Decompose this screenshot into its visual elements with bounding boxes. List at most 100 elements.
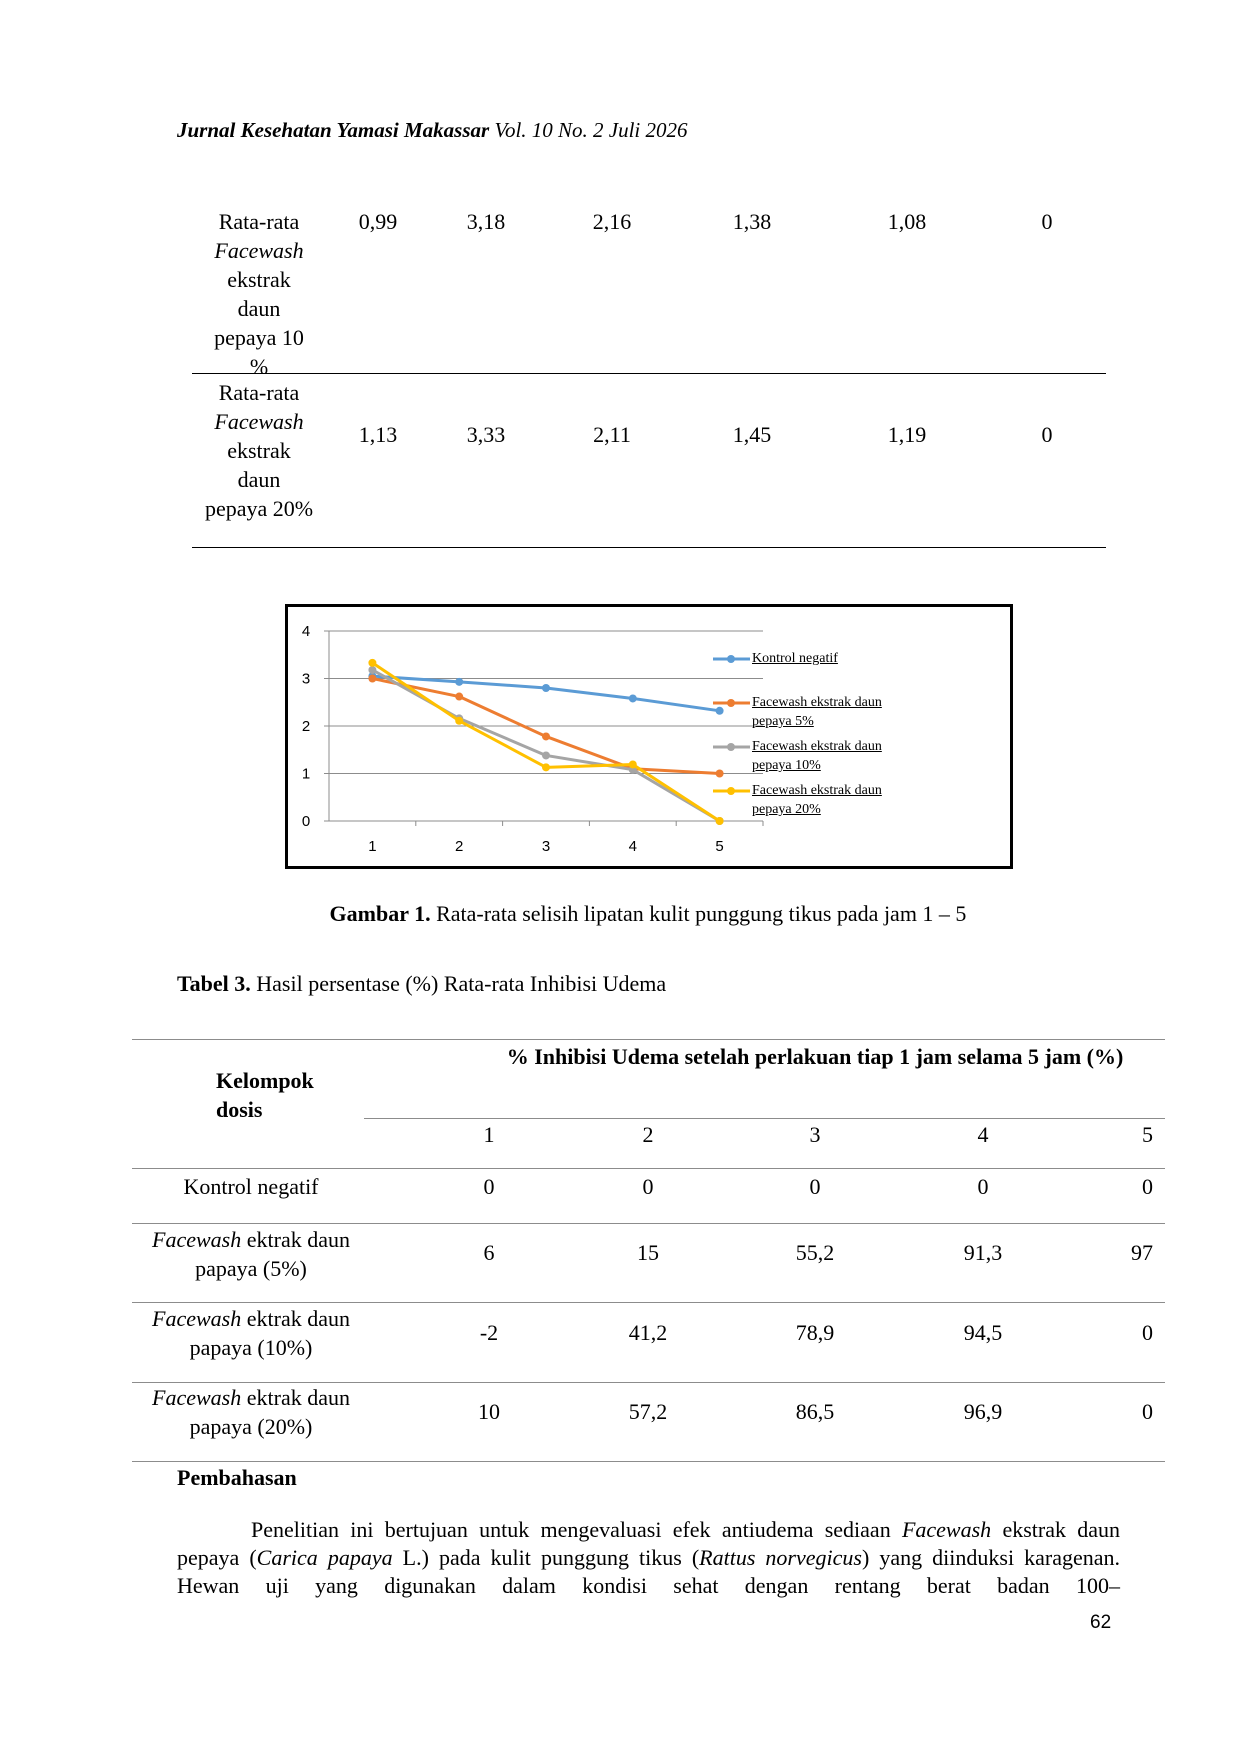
table-cell: 15 (637, 1240, 659, 1265)
table-rule (364, 1118, 1165, 1119)
column-header: 1 (483, 1122, 495, 1147)
table-cell: 0 (642, 1174, 654, 1199)
point (542, 732, 550, 741)
table-cell: 3,33 (466, 422, 506, 447)
text-run: Penelitian ini bertujuan untuk mengevalu… (251, 1517, 902, 1542)
x-tick-label: 5 (715, 838, 723, 855)
row-rule (192, 547, 1106, 548)
table-rule (132, 1168, 1165, 1169)
text-run: ekstrak daun pepaya ( (177, 1517, 1121, 1570)
figure-caption: Gambar 1. Rata-rata selisih lipatan kuli… (0, 901, 1240, 927)
table-cell: 1,19 (887, 422, 927, 447)
label-part: Facewash (214, 238, 304, 263)
text-run: Facewash (901, 1517, 992, 1542)
label-part: ektrak daun papaya (5%) (195, 1227, 350, 1281)
table-rule (132, 1223, 1165, 1224)
label-part: ekstrak daun pepaya 20% (204, 438, 314, 521)
label-part: Facewash (214, 409, 304, 434)
point (455, 692, 464, 701)
column-header: 5 (1142, 1122, 1153, 1147)
text-run: Carica papaya (256, 1545, 393, 1570)
point (628, 760, 637, 769)
table-cell: 41,2 (628, 1320, 668, 1345)
table-cell: 0,99 (358, 209, 398, 234)
y-tick-label: 1 (302, 766, 310, 783)
table-cell: 0 (1041, 209, 1053, 234)
page-number: 62 (1090, 1612, 1112, 1633)
column-header: 2 (642, 1122, 654, 1147)
table-cell: 2,16 (592, 209, 632, 234)
table-cell: 96,9 (963, 1399, 1003, 1424)
table-cell: 0 (1142, 1320, 1153, 1345)
y-tick-label: 0 (302, 813, 310, 830)
label-part: Rata-rata (218, 209, 300, 234)
caption-text: Rata-rata selisih lipatan kulit punggung… (436, 901, 967, 926)
table-cell: 1,13 (358, 422, 398, 447)
point (455, 677, 464, 686)
table-cell: 0 (1142, 1174, 1153, 1199)
point (715, 817, 724, 825)
label-part: Kontrol negatif (183, 1174, 319, 1199)
table-cell: 6 (483, 1240, 495, 1265)
y-tick-label: 4 (302, 623, 310, 640)
legend-swatch (727, 699, 735, 707)
table-rule (132, 1302, 1165, 1303)
row-rule (192, 373, 1106, 374)
point (368, 658, 377, 667)
text-run: L.) pada kulit punggung tikus ( (392, 1545, 700, 1570)
legend-swatch (727, 787, 735, 795)
x-tick-label: 3 (542, 838, 550, 855)
table-cell: 1,45 (732, 422, 772, 447)
x-tick-label: 2 (455, 838, 463, 855)
row-label: Kontrol negatif (131, 1172, 371, 1201)
table-cell: 1,08 (887, 209, 927, 234)
point (368, 674, 377, 683)
table-caption: Tabel 3. Hasil persentase (%) Rata-rata … (177, 971, 666, 997)
point (715, 706, 724, 715)
table-cell: 86,5 (795, 1399, 835, 1424)
label-part: ekstrak daun pepaya 10 % (214, 267, 304, 379)
table-cell: 97 (1131, 1240, 1153, 1265)
y-tick-label: 3 (302, 671, 310, 688)
row-label: Facewash ektrak daun papaya (10%) (131, 1304, 371, 1362)
x-tick-label: 1 (368, 838, 376, 855)
table-cell: 57,2 (628, 1399, 668, 1424)
caption-text: Hasil persentase (%) Rata-rata Inhibisi … (256, 971, 667, 996)
caption-label: Tabel 3. (177, 971, 251, 996)
table-cell: -2 (479, 1320, 499, 1345)
legend-label: Facewash ekstrak daun pepaya 5% (752, 695, 882, 729)
legend-label: Facewash ekstrak daun pepaya 20% (752, 783, 882, 817)
label-part: Facewash (152, 1227, 242, 1252)
table-rule (132, 1461, 1165, 1462)
table-cell: 3,18 (466, 209, 506, 234)
row-label: Facewash ektrak daun papaya (5%) (131, 1225, 371, 1283)
x-tick-label: 4 (629, 838, 637, 855)
table-cell: 2,11 (593, 422, 631, 447)
legend-swatch (727, 655, 735, 663)
point (715, 769, 724, 778)
point (455, 716, 464, 725)
table-cell: 91,3 (963, 1240, 1003, 1265)
section-heading: Pembahasan (177, 1465, 297, 1490)
table-cell: 1,38 (732, 209, 772, 234)
text-run: ) yang diinduksi karagenan. Hewan uji ya… (177, 1545, 1120, 1598)
group-header: Kelompok dosis (216, 1068, 314, 1122)
column-header: 4 (977, 1122, 989, 1147)
point (542, 684, 550, 692)
legend-swatch (727, 743, 735, 751)
journal-issue: Vol. 10 No. 2 Juli 2026 (494, 118, 688, 142)
table-rule (132, 1382, 1165, 1383)
table-cell: 94,5 (963, 1320, 1003, 1345)
text-run: Rattus norvegicus (699, 1545, 862, 1570)
series-line (372, 674, 720, 713)
point (628, 694, 637, 703)
label-part: ektrak daun papaya (20%) (189, 1385, 350, 1439)
table-cell: 78,9 (795, 1320, 835, 1345)
span-header: % Inhibisi Udema setelah perlakuan tiap … (506, 1044, 1124, 1069)
series-line (371, 668, 721, 823)
y-tick-label: 2 (302, 718, 310, 735)
chart-frame: 0 1 2 3 4 1 2 3 4 5 Kontrol negatif Facewash ekstr… (285, 604, 1013, 869)
chart: 0 1 2 3 4 1 2 3 4 5 (302, 623, 764, 855)
row-label: Facewash ektrak daun papaya (20%) (131, 1383, 371, 1441)
